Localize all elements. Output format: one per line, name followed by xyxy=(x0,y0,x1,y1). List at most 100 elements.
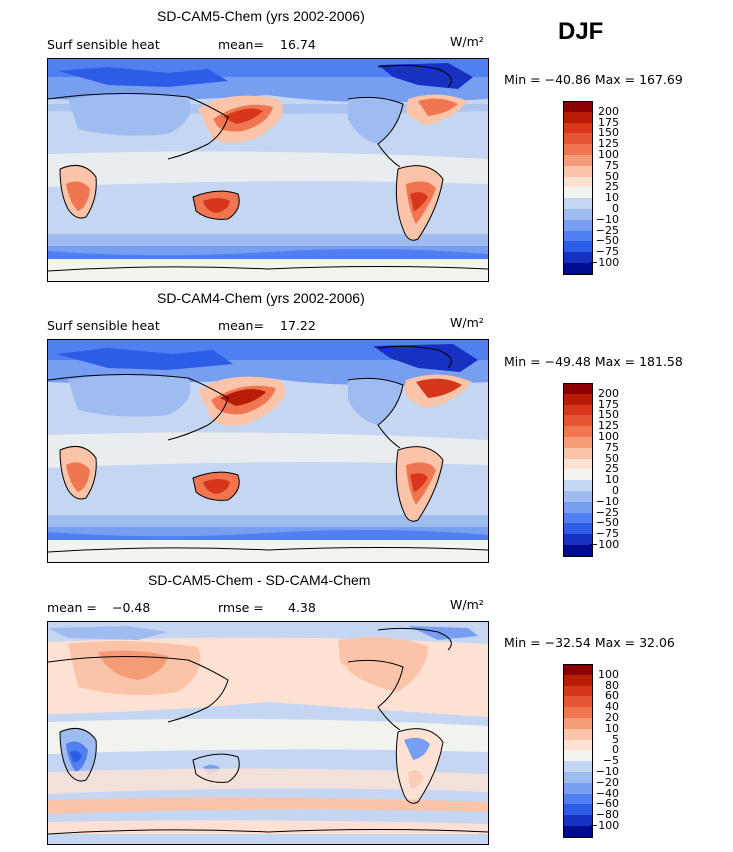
colorbar-tick-label: −80 xyxy=(595,808,619,822)
panel-2-variable: Surf sensible heat xyxy=(47,318,160,333)
colorbar-tick-label: 175 xyxy=(598,115,619,129)
colorbar-cell xyxy=(563,793,593,805)
colorbar-tick-label: −75 xyxy=(595,527,619,541)
panel-3-rmse-value: 4.38 xyxy=(288,600,316,615)
colorbar-tick-label: −50 xyxy=(595,516,619,530)
colorbar-cell xyxy=(563,718,593,729)
panel-2-minmax: Min = −49.48 Max = 181.58 xyxy=(504,354,683,369)
colorbar-cell xyxy=(563,728,593,740)
colorbar-cell xyxy=(563,772,593,783)
panel-1-minmax: Min = −40.86 Max = 167.69 xyxy=(504,72,683,87)
colorbar-cell xyxy=(563,122,593,134)
colorbar-tick-label: 150 xyxy=(598,408,619,422)
colorbar-tick-label: −50 xyxy=(595,234,619,248)
colorbar-cell xyxy=(563,685,593,697)
colorbar-cell xyxy=(563,469,593,481)
colorbar-tick-label: 0 xyxy=(612,743,619,757)
panel-2-mean-label: mean= xyxy=(218,318,264,333)
colorbar-cell xyxy=(563,815,593,826)
colorbar-cell xyxy=(563,664,593,676)
colorbar-tick-label: −10 xyxy=(595,765,619,778)
colorbar-tick-label: −10 xyxy=(595,494,619,508)
colorbar-tick-label: −60 xyxy=(595,797,619,811)
colorbar-tick-label: −25 xyxy=(595,505,619,519)
colorbar-cell xyxy=(563,707,593,718)
panel-1-variable: Surf sensible heat xyxy=(47,37,160,52)
colorbar-tick-label: −5 xyxy=(602,754,619,768)
colorbar-tick-label: −100 xyxy=(589,819,620,832)
colorbar-tick-label: 125 xyxy=(598,137,619,151)
panel-3-mean-label: mean = xyxy=(47,600,97,615)
colorbar-cell xyxy=(563,512,593,524)
panel-3-rmse-label: rmse = xyxy=(218,600,264,615)
colorbar-cell xyxy=(563,230,593,242)
colorbar-tick-label: 75 xyxy=(605,440,619,454)
colorbar-cell xyxy=(563,782,593,794)
colorbar-cell xyxy=(563,447,593,459)
season-label: DJF xyxy=(558,18,604,45)
colorbar-tick-label: −75 xyxy=(595,245,619,259)
colorbar-cell xyxy=(563,761,593,772)
colorbar-cell xyxy=(563,545,593,557)
colorbar-tick-label: 60 xyxy=(605,689,619,703)
panel-1-map xyxy=(47,58,489,282)
colorbar-cell xyxy=(563,393,593,405)
colorbar-tick-label: 80 xyxy=(605,678,619,692)
colorbar-tick-label: 200 xyxy=(598,386,619,400)
colorbar-tick-label: 50 xyxy=(605,169,619,183)
colorbar-tick-label: 10 xyxy=(605,473,619,487)
colorbar-tick-label: 200 xyxy=(598,104,619,118)
colorbar-cell xyxy=(563,176,593,188)
panel-3-title: SD-CAM5-Chem - SD-CAM4-Chem xyxy=(148,572,371,588)
colorbar-cell xyxy=(563,155,593,166)
colorbar-cell xyxy=(563,165,593,177)
panel-2-mean-value: 17.22 xyxy=(280,318,316,333)
colorbar-cell xyxy=(563,383,593,395)
colorbar-cell xyxy=(563,187,593,199)
colorbar-cell xyxy=(563,209,593,220)
panel-3-map xyxy=(47,621,489,845)
colorbar-cell xyxy=(563,750,593,762)
colorbar-tick-label: 75 xyxy=(605,158,619,172)
colorbar-tick-label: 10 xyxy=(605,721,619,735)
colorbar-cell xyxy=(563,252,593,263)
colorbar-tick-label: 100 xyxy=(598,667,619,681)
colorbar-cell xyxy=(563,404,593,416)
panel-2-map xyxy=(47,339,489,563)
colorbar-tick-label: 0 xyxy=(612,202,619,215)
colorbar-tick-label: 10 xyxy=(605,191,619,205)
colorbar-tick-label: 150 xyxy=(598,126,619,140)
colorbar-cell xyxy=(563,426,593,437)
colorbar-tick-label: 25 xyxy=(605,180,619,194)
colorbar-cell xyxy=(563,826,593,838)
colorbar-tick-label: 125 xyxy=(598,419,619,433)
colorbar-cell xyxy=(563,219,593,231)
colorbar-cell xyxy=(563,133,593,145)
colorbar-tick-label: −20 xyxy=(595,775,619,789)
colorbar-cell xyxy=(563,458,593,470)
colorbar-tick-label: 0 xyxy=(612,484,619,497)
colorbar-tick-label: 100 xyxy=(598,430,619,443)
colorbar-tick-label: 40 xyxy=(605,700,619,714)
panel-3-colorbar: 100 80 60 40 20 10 5 0 −5 −10 −20 −40 −60 −80 −100 xyxy=(563,664,633,839)
colorbar-cell xyxy=(563,263,593,275)
panel-3-minmax: Min = −32.54 Max = 32.06 xyxy=(504,635,675,650)
colorbar-cell xyxy=(563,501,593,513)
panel-2-units: W/m² xyxy=(450,315,484,330)
colorbar-tick-label: 100 xyxy=(598,148,619,161)
colorbar-tick-label: −10 xyxy=(595,212,619,226)
colorbar-tick-label: 50 xyxy=(605,451,619,465)
colorbar-tick-label: 25 xyxy=(605,462,619,476)
colorbar-cell xyxy=(563,804,593,816)
colorbar-cell xyxy=(563,437,593,448)
colorbar-cell xyxy=(563,415,593,427)
panel-1-mean-value: 16.74 xyxy=(280,37,316,52)
colorbar-cell xyxy=(563,101,593,113)
colorbar-cell xyxy=(563,491,593,502)
panel-3-mean-value: −0.48 xyxy=(112,600,151,615)
colorbar-cell xyxy=(563,111,593,123)
colorbar-tick-label: 5 xyxy=(612,732,619,746)
colorbar-cell xyxy=(563,144,593,155)
colorbar-cell xyxy=(563,241,593,253)
colorbar-cell xyxy=(563,696,593,708)
